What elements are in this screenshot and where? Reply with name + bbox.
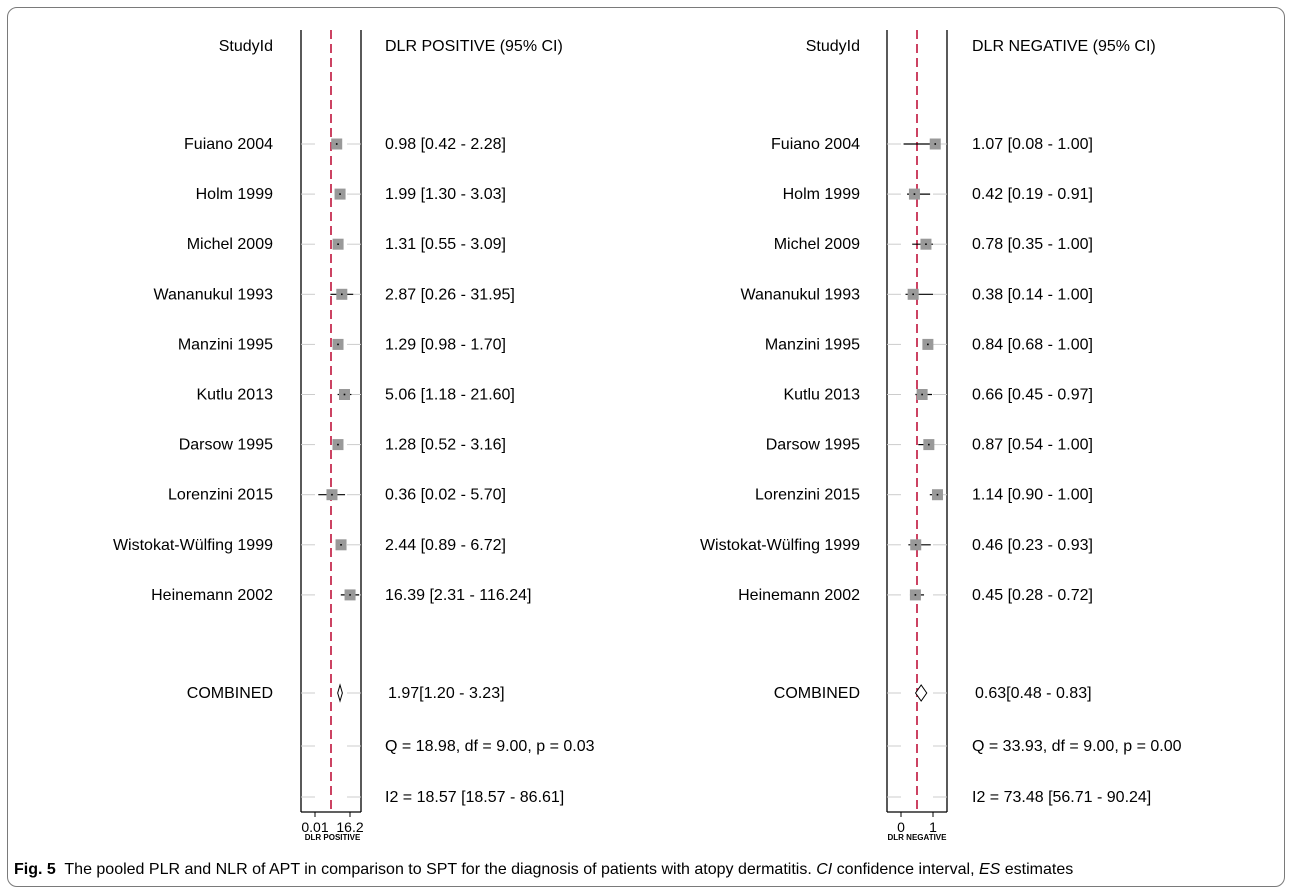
x-axis-title: DLR NEGATIVE xyxy=(888,833,948,842)
x-tick-label: 0.01 xyxy=(301,819,328,835)
x-tick-label: 1 xyxy=(929,819,937,835)
study-point-estimate xyxy=(335,143,338,145)
study-estimate-text: 1.99 [1.30 - 3.03] xyxy=(385,186,506,203)
study-point-estimate xyxy=(337,443,339,446)
study-point-estimate xyxy=(343,393,346,396)
study-estimate-text: 2.87 [0.26 - 31.95] xyxy=(385,286,515,303)
study-label: Wananukul 1993 xyxy=(741,286,861,303)
study-estimate-text: 2.44 [0.89 - 6.72] xyxy=(385,537,506,554)
study-id-header: StudyId xyxy=(219,38,273,55)
study-estimate-text: 0.46 [0.23 - 0.93] xyxy=(972,537,1093,554)
study-label: Holm 1999 xyxy=(783,186,860,203)
study-estimate-text: 1.07 [0.08 - 1.00] xyxy=(972,136,1093,153)
study-label: Darsow 1995 xyxy=(179,437,273,454)
study-label: Lorenzini 2015 xyxy=(168,487,273,504)
study-point-estimate xyxy=(340,544,342,546)
study-estimate-text: 1.14 [0.90 - 1.00] xyxy=(972,487,1093,504)
x-tick-label: 16.2 xyxy=(336,819,363,835)
study-point-estimate xyxy=(337,343,339,346)
study-point-estimate xyxy=(331,493,333,496)
study-label: Lorenzini 2015 xyxy=(755,487,860,504)
study-label: Wistokat-Wülfing 1999 xyxy=(113,537,273,554)
figure-frame xyxy=(7,7,1285,887)
study-point-estimate xyxy=(914,544,917,546)
study-label: Wistokat-Wülfing 1999 xyxy=(700,537,860,554)
study-label: Michel 2009 xyxy=(187,236,273,253)
study-point-estimate xyxy=(341,293,343,296)
heterogeneity-i2: I2 = 18.57 [18.57 - 86.61] xyxy=(385,789,564,806)
study-estimate-text: 0.42 [0.19 - 0.91] xyxy=(972,186,1093,203)
figure-caption: Fig. 5 The pooled PLR and NLR of APT in … xyxy=(14,861,1284,879)
combined-diamond xyxy=(914,684,928,702)
study-label: Manzini 1995 xyxy=(765,336,860,353)
value-header: DLR POSITIVE (95% CI) xyxy=(385,38,563,55)
ci-abbrev: CI xyxy=(816,861,833,878)
study-label: Manzini 1995 xyxy=(178,336,273,353)
study-label: Darsow 1995 xyxy=(766,437,860,454)
study-estimate-text: 0.98 [0.42 - 2.28] xyxy=(385,136,506,153)
study-point-estimate xyxy=(914,594,917,596)
study-point-estimate xyxy=(349,594,351,596)
study-label: Wananukul 1993 xyxy=(154,286,274,303)
heterogeneity-q: Q = 18.98, df = 9.00, p = 0.03 xyxy=(385,738,595,755)
study-estimate-text: 1.31 [0.55 - 3.09] xyxy=(385,236,506,253)
study-label: Holm 1999 xyxy=(196,186,273,203)
heterogeneity-q: Q = 33.93, df = 9.00, p = 0.00 xyxy=(972,738,1182,755)
study-estimate-text: 1.29 [0.98 - 1.70] xyxy=(385,336,506,353)
study-point-estimate xyxy=(337,243,339,245)
ci-text: confidence interval, xyxy=(836,861,975,878)
heterogeneity-i2: I2 = 73.48 [56.71 - 90.24] xyxy=(972,789,1151,806)
study-id-header: StudyId xyxy=(806,38,860,55)
value-header: DLR NEGATIVE (95% CI) xyxy=(972,38,1156,55)
study-estimate-text: 0.36 [0.02 - 5.70] xyxy=(385,487,506,504)
caption-text: The pooled PLR and NLR of APT in compari… xyxy=(64,861,812,878)
study-estimate-text: 0.78 [0.35 - 1.00] xyxy=(972,236,1093,253)
es-abbrev: ES xyxy=(978,861,1001,878)
x-tick-label: 0 xyxy=(897,819,905,835)
study-estimate-text: 0.66 [0.45 - 0.97] xyxy=(972,387,1093,404)
study-estimate-text: 0.84 [0.68 - 1.00] xyxy=(972,336,1093,353)
study-point-estimate xyxy=(921,393,923,396)
es-text: estimates xyxy=(1004,861,1074,878)
study-label: Kutlu 2013 xyxy=(196,387,273,404)
study-label: Heinemann 2002 xyxy=(151,587,273,604)
study-point-estimate xyxy=(934,143,937,145)
study-point-estimate xyxy=(936,493,939,496)
study-estimate-text: 1.28 [0.52 - 3.16] xyxy=(385,437,506,454)
study-point-estimate xyxy=(339,193,341,195)
x-axis-title: DLR POSITIVE xyxy=(305,833,361,842)
study-label: Heinemann 2002 xyxy=(738,587,860,604)
study-label: Michel 2009 xyxy=(774,236,860,253)
study-estimate-text: 5.06 [1.18 - 21.60] xyxy=(385,387,515,404)
combined-estimate-text: 0.63[0.48 - 0.83] xyxy=(975,685,1092,702)
study-point-estimate xyxy=(928,443,930,446)
combined-estimate-text: 1.97[1.20 - 3.23] xyxy=(388,685,505,702)
figure-label: Fig. 5 xyxy=(14,861,56,878)
combined-label: COMBINED xyxy=(187,685,273,702)
study-label: Fuiano 2004 xyxy=(184,136,273,153)
study-point-estimate xyxy=(913,193,916,195)
study-estimate-text: 16.39 [2.31 - 116.24] xyxy=(385,587,531,604)
combined-label: COMBINED xyxy=(774,685,860,702)
study-estimate-text: 0.45 [0.28 - 0.72] xyxy=(972,587,1093,604)
study-point-estimate xyxy=(925,243,927,245)
combined-diamond xyxy=(337,683,343,703)
study-estimate-text: 0.87 [0.54 - 1.00] xyxy=(972,437,1093,454)
study-label: Kutlu 2013 xyxy=(783,387,860,404)
study-point-estimate xyxy=(927,343,929,346)
study-estimate-text: 0.38 [0.14 - 1.00] xyxy=(972,286,1093,303)
study-point-estimate xyxy=(912,293,914,296)
study-label: Fuiano 2004 xyxy=(771,136,860,153)
